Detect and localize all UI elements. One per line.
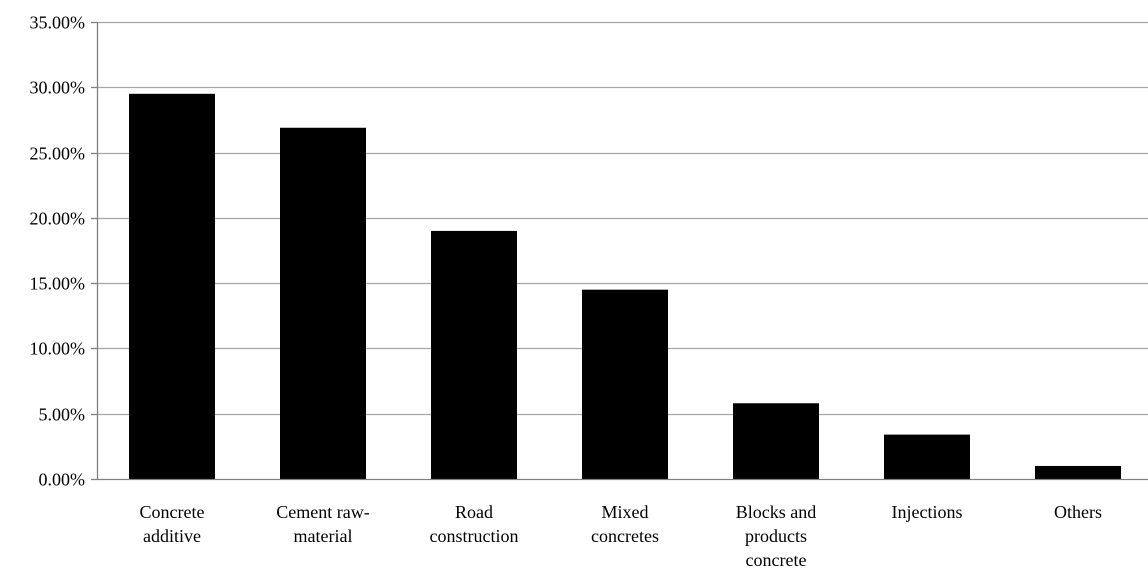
x-tick-label: Others [1054, 502, 1102, 522]
y-tick-label: 10.00% [30, 339, 86, 359]
bar [1035, 465, 1121, 479]
axes [91, 21, 1148, 481]
y-tick-label: 15.00% [30, 274, 86, 294]
y-tick-label: 35.00% [30, 13, 86, 33]
x-tick-label: Road construction [430, 502, 519, 546]
x-tick-label: Injections [892, 502, 963, 522]
bar [280, 127, 366, 480]
x-axis-tick-labels: Concrete additive Cement raw-material Road c… [140, 502, 1102, 570]
x-tick-label: Mixed concretes [591, 502, 659, 546]
y-tick-label: 0.00% [39, 470, 86, 490]
bar [582, 289, 668, 479]
bar [733, 403, 819, 479]
y-tick-label: 5.00% [39, 405, 86, 425]
y-tick-label: 20.00% [30, 209, 86, 229]
x-tick-label: Blocks and products concrete [736, 502, 817, 567]
bar [129, 93, 215, 480]
bar [431, 230, 517, 479]
y-tick-label: 25.00% [30, 144, 86, 164]
x-tick-label: Cement raw-material [276, 502, 369, 546]
y-tick-label: 30.00% [30, 78, 86, 98]
gridlines [97, 21, 1148, 416]
bar [884, 434, 970, 479]
bars [129, 93, 1121, 480]
x-tick-label: Concrete additive [140, 502, 205, 546]
y-axis-tick-labels: 0.00% 5.00% 10.00% 15.00% 20.00% 25.00% 30.00%… [30, 13, 86, 490]
